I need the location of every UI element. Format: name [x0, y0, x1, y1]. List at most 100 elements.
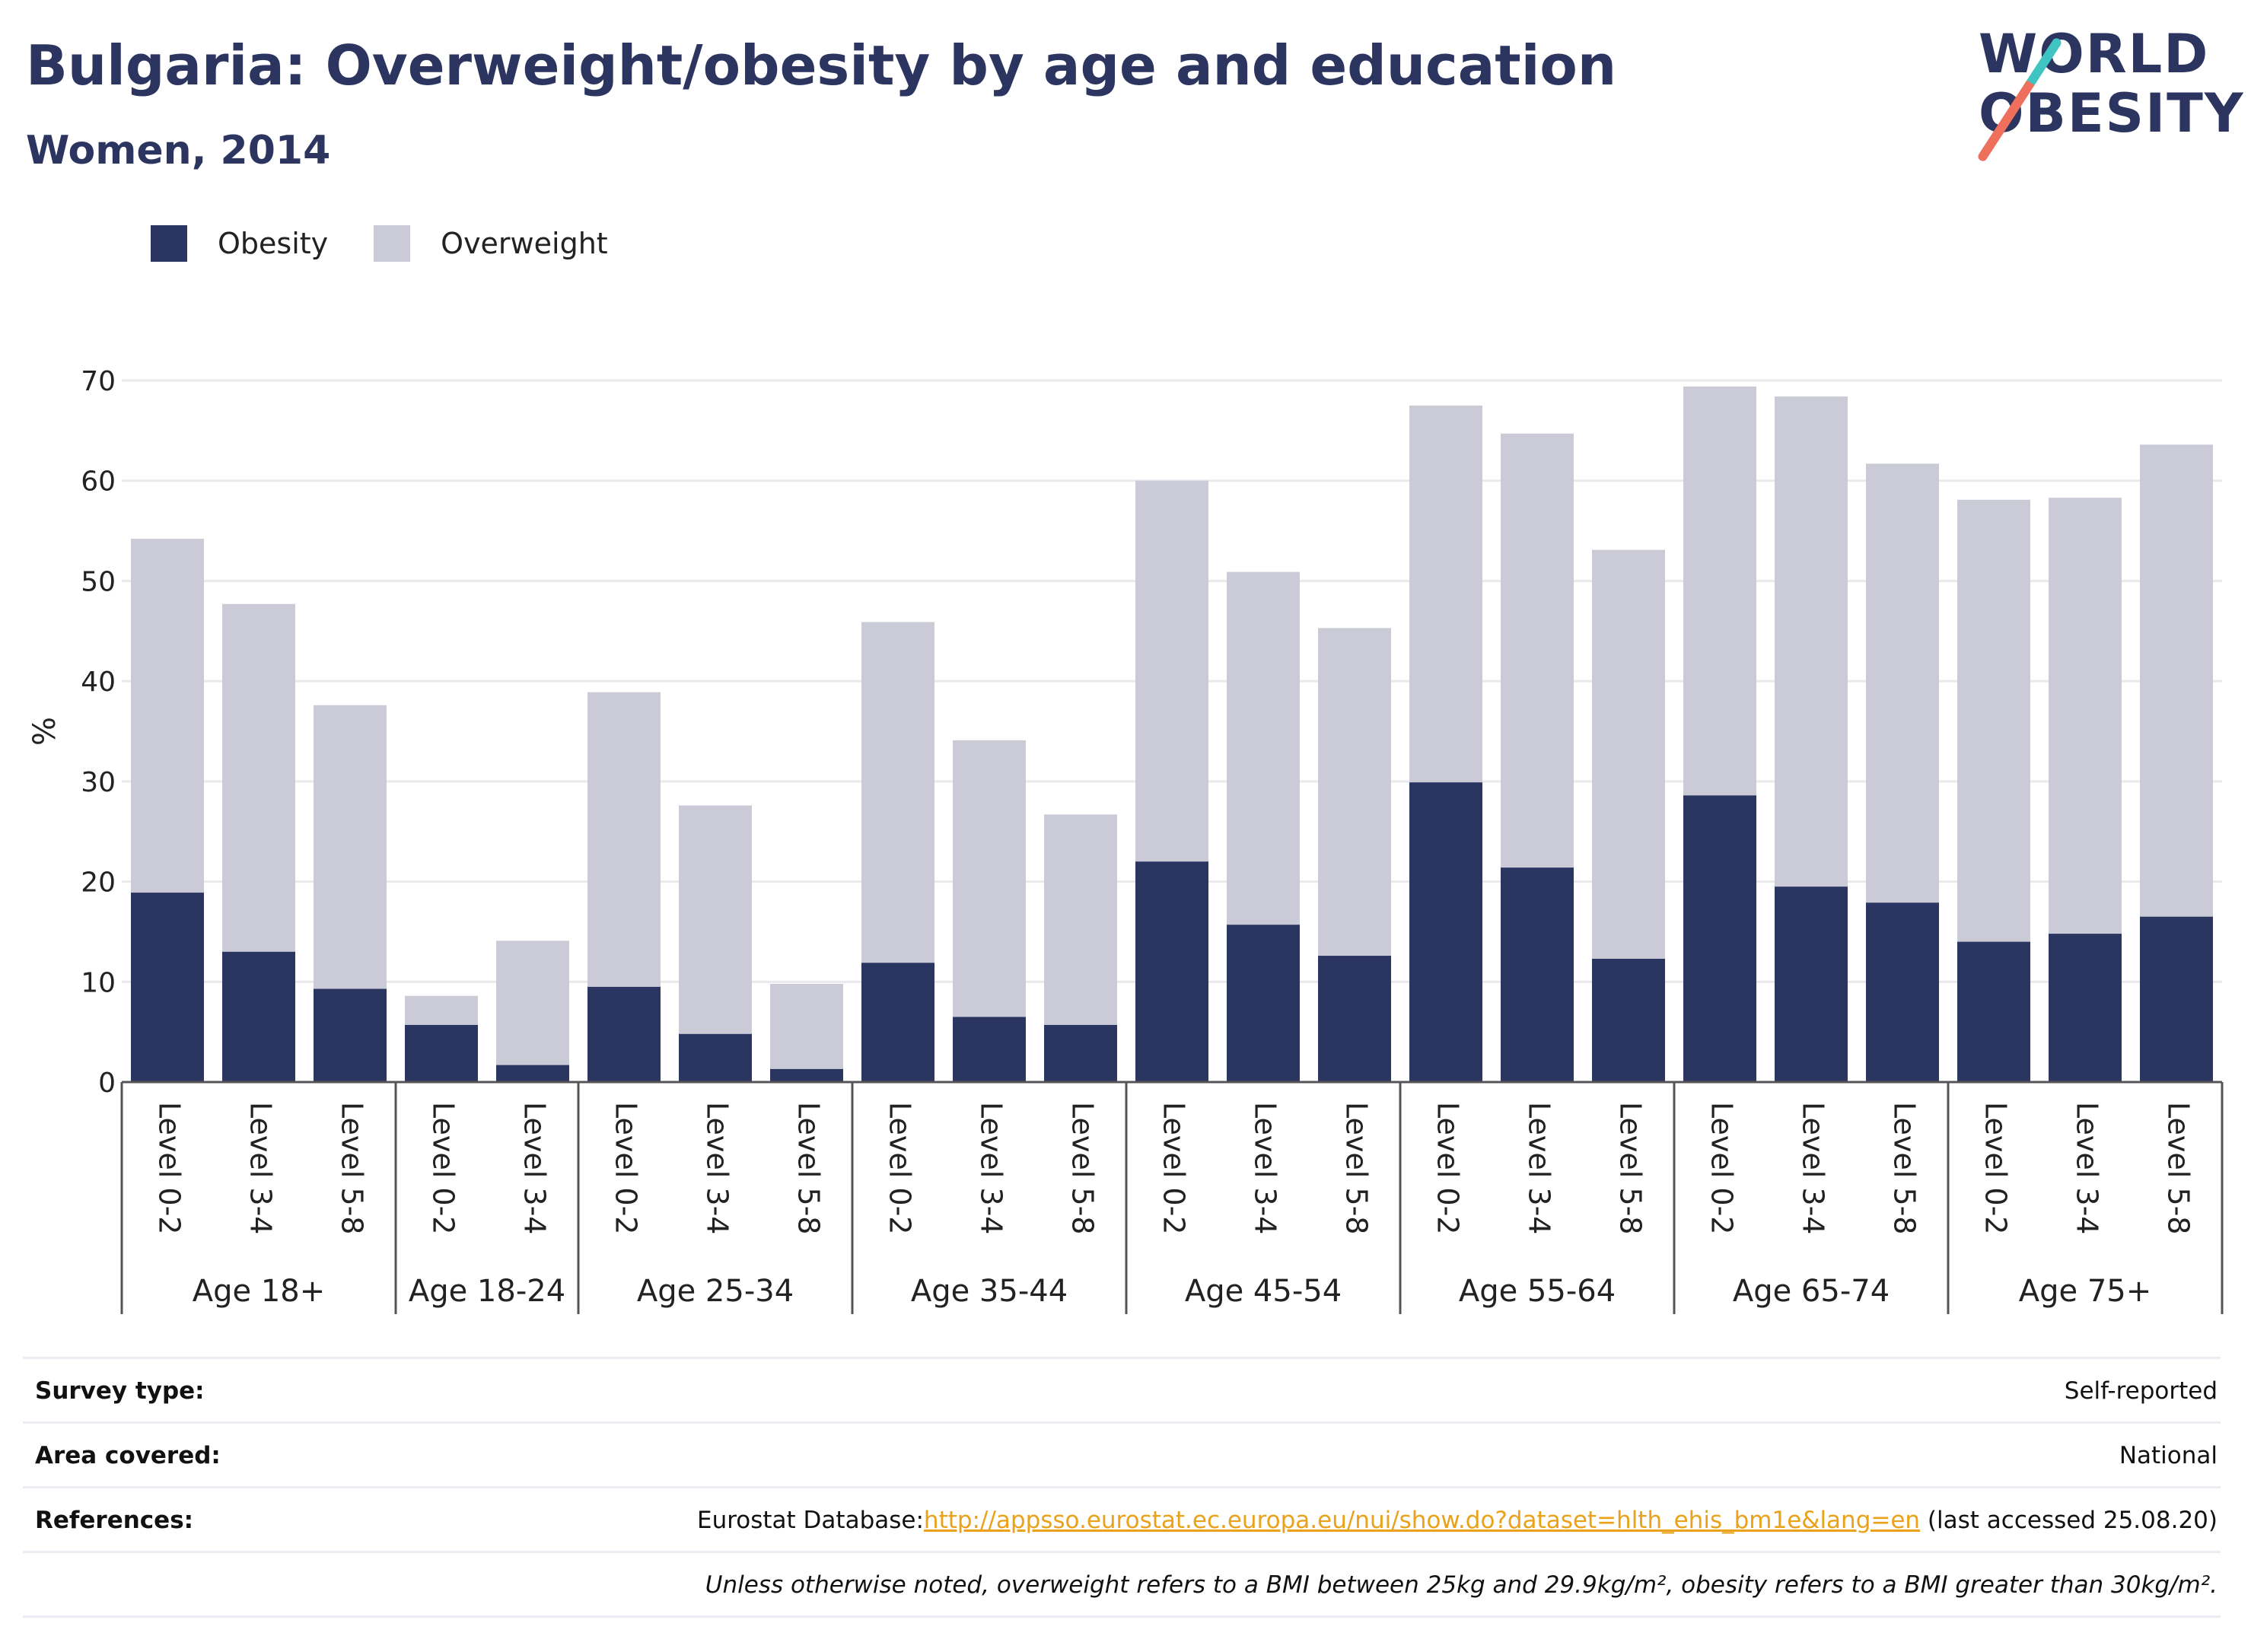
bar-overweight [1683, 386, 1756, 796]
bar-obesity [861, 963, 934, 1082]
x-category-label: Level 3-4 [2071, 1102, 2104, 1234]
y-tick-label: 20 [81, 867, 116, 899]
bar-obesity [222, 951, 295, 1082]
bar-obesity [314, 988, 387, 1082]
bar-overweight [1592, 549, 1665, 959]
x-category-label: Level 3-4 [244, 1102, 278, 1234]
page-subtitle: Women, 2014 [26, 128, 331, 173]
area-covered-value: National [2119, 1442, 2218, 1469]
y-tick-label: 60 [81, 466, 116, 498]
x-group-label: Age 75+ [2019, 1274, 2152, 1309]
legend-swatch-overweight[interactable] [374, 225, 411, 262]
x-group-label: Age 65-74 [1733, 1274, 1890, 1309]
bar-overweight [1957, 499, 2030, 942]
bar-overweight [222, 603, 295, 952]
x-category-label: Level 5-8 [1888, 1102, 1921, 1234]
x-group-label: Age 25-34 [637, 1274, 794, 1309]
bar-obesity [405, 1024, 478, 1082]
bar-obesity [2140, 916, 2213, 1082]
bar-overweight [2140, 444, 2213, 917]
references-value: Eurostat Database:http://appsso.eurostat… [697, 1507, 2218, 1534]
bar-obesity [1044, 1024, 1117, 1082]
references-prefix: Eurostat Database: [696, 1507, 924, 1534]
footer-row-references: References: Eurostat Database:http://app… [23, 1486, 2221, 1551]
x-category-label: Level 0-2 [1431, 1102, 1465, 1234]
bar-obesity [587, 986, 661, 1082]
bar-overweight [314, 705, 387, 989]
page-title: Bulgaria: Overweight/obesity by age and … [26, 33, 1617, 97]
chart-footer: Survey type: Self-reported Area covered:… [23, 1357, 2221, 1618]
bar-obesity [496, 1065, 569, 1082]
x-category-label: Level 5-8 [1066, 1102, 1100, 1234]
y-tick-label: 40 [81, 667, 116, 698]
x-category-label: Level 5-8 [1614, 1102, 1648, 1234]
bar-obesity [679, 1033, 752, 1082]
bar-obesity [1501, 867, 1574, 1082]
bar-overweight [131, 539, 204, 893]
references-link[interactable]: http://appsso.eurostat.ec.europa.eu/nui/… [923, 1507, 1921, 1534]
footer-row-survey-type: Survey type: Self-reported [23, 1357, 2221, 1421]
x-category-label: Level 0-2 [884, 1102, 917, 1234]
bar-overweight [1501, 433, 1574, 868]
legend-swatch-obesity[interactable] [151, 225, 187, 262]
x-category-label: Level 5-8 [792, 1102, 826, 1234]
footer-row-note: Unless otherwise noted, overweight refer… [23, 1551, 2221, 1618]
survey-type-value: Self-reported [2064, 1377, 2218, 1405]
legend-label-overweight[interactable]: Overweight [441, 227, 608, 260]
bar-overweight [1866, 463, 1939, 903]
y-axis-label: % [27, 717, 62, 746]
x-category-label: Level 3-4 [1797, 1102, 1830, 1234]
x-category-label: Level 0-2 [427, 1102, 460, 1234]
y-tick-label: 70 [81, 366, 116, 397]
references-suffix: (last accessed 25.08.20) [1920, 1507, 2218, 1534]
survey-type-label: Survey type: [35, 1377, 205, 1405]
x-category-label: Level 0-2 [610, 1102, 643, 1234]
world-obesity-logo: WORLD OBESITY [1976, 23, 2243, 163]
x-category-label: Level 3-4 [1249, 1102, 1282, 1234]
x-category-label: Level 0-2 [1157, 1102, 1191, 1234]
bar-overweight [953, 740, 1026, 1017]
x-category-label: Level 3-4 [518, 1102, 552, 1234]
bar-overweight [1409, 405, 1482, 783]
y-tick-label: 10 [81, 967, 116, 998]
bmi-definition-note: Unless otherwise noted, overweight refer… [705, 1571, 2218, 1599]
chart-legend: Obesity Overweight [151, 225, 654, 262]
footer-row-area: Area covered: National [23, 1421, 2221, 1486]
x-category-label: Level 3-4 [1523, 1102, 1556, 1234]
bar-overweight [1135, 480, 1208, 862]
bar-overweight [679, 805, 752, 1034]
bar-obesity [1318, 956, 1391, 1082]
bar-obesity [131, 893, 204, 1082]
area-covered-label: Area covered: [35, 1442, 221, 1469]
x-group-label: Age 35-44 [911, 1274, 1068, 1309]
bar-obesity [1409, 782, 1482, 1082]
x-category-label: Level 5-8 [336, 1102, 369, 1234]
legend-label-obesity[interactable]: Obesity [218, 227, 329, 260]
x-category-label: Level 5-8 [2162, 1102, 2195, 1234]
bar-overweight [587, 692, 661, 987]
references-label: References: [35, 1507, 194, 1534]
x-category-label: Level 3-4 [701, 1102, 734, 1234]
bar-obesity [1866, 902, 1939, 1082]
bar-overweight [1318, 628, 1391, 957]
y-tick-label: 0 [98, 1068, 116, 1099]
bar-overweight [1044, 814, 1117, 1025]
x-group-label: Age 45-54 [1185, 1274, 1342, 1309]
x-category-label: Level 0-2 [1979, 1102, 2013, 1234]
x-group-label: Age 18+ [193, 1274, 326, 1309]
x-category-label: Level 0-2 [153, 1102, 186, 1234]
bar-obesity [1227, 925, 1300, 1082]
x-category-label: Level 5-8 [1340, 1102, 1374, 1234]
bar-obesity [770, 1068, 843, 1082]
bar-obesity [1135, 861, 1208, 1082]
x-group-label: Age 18-24 [409, 1274, 565, 1309]
y-tick-label: 50 [81, 566, 116, 597]
bar-obesity [2049, 934, 2122, 1082]
bar-obesity [953, 1017, 1026, 1082]
bar-overweight [2049, 498, 2122, 934]
logo-word-world: WORLD [1979, 23, 2210, 85]
x-group-label: Age 55-64 [1459, 1274, 1616, 1309]
bar-obesity [1957, 941, 2030, 1082]
bar-overweight [496, 941, 569, 1065]
bar-overweight [861, 622, 934, 963]
